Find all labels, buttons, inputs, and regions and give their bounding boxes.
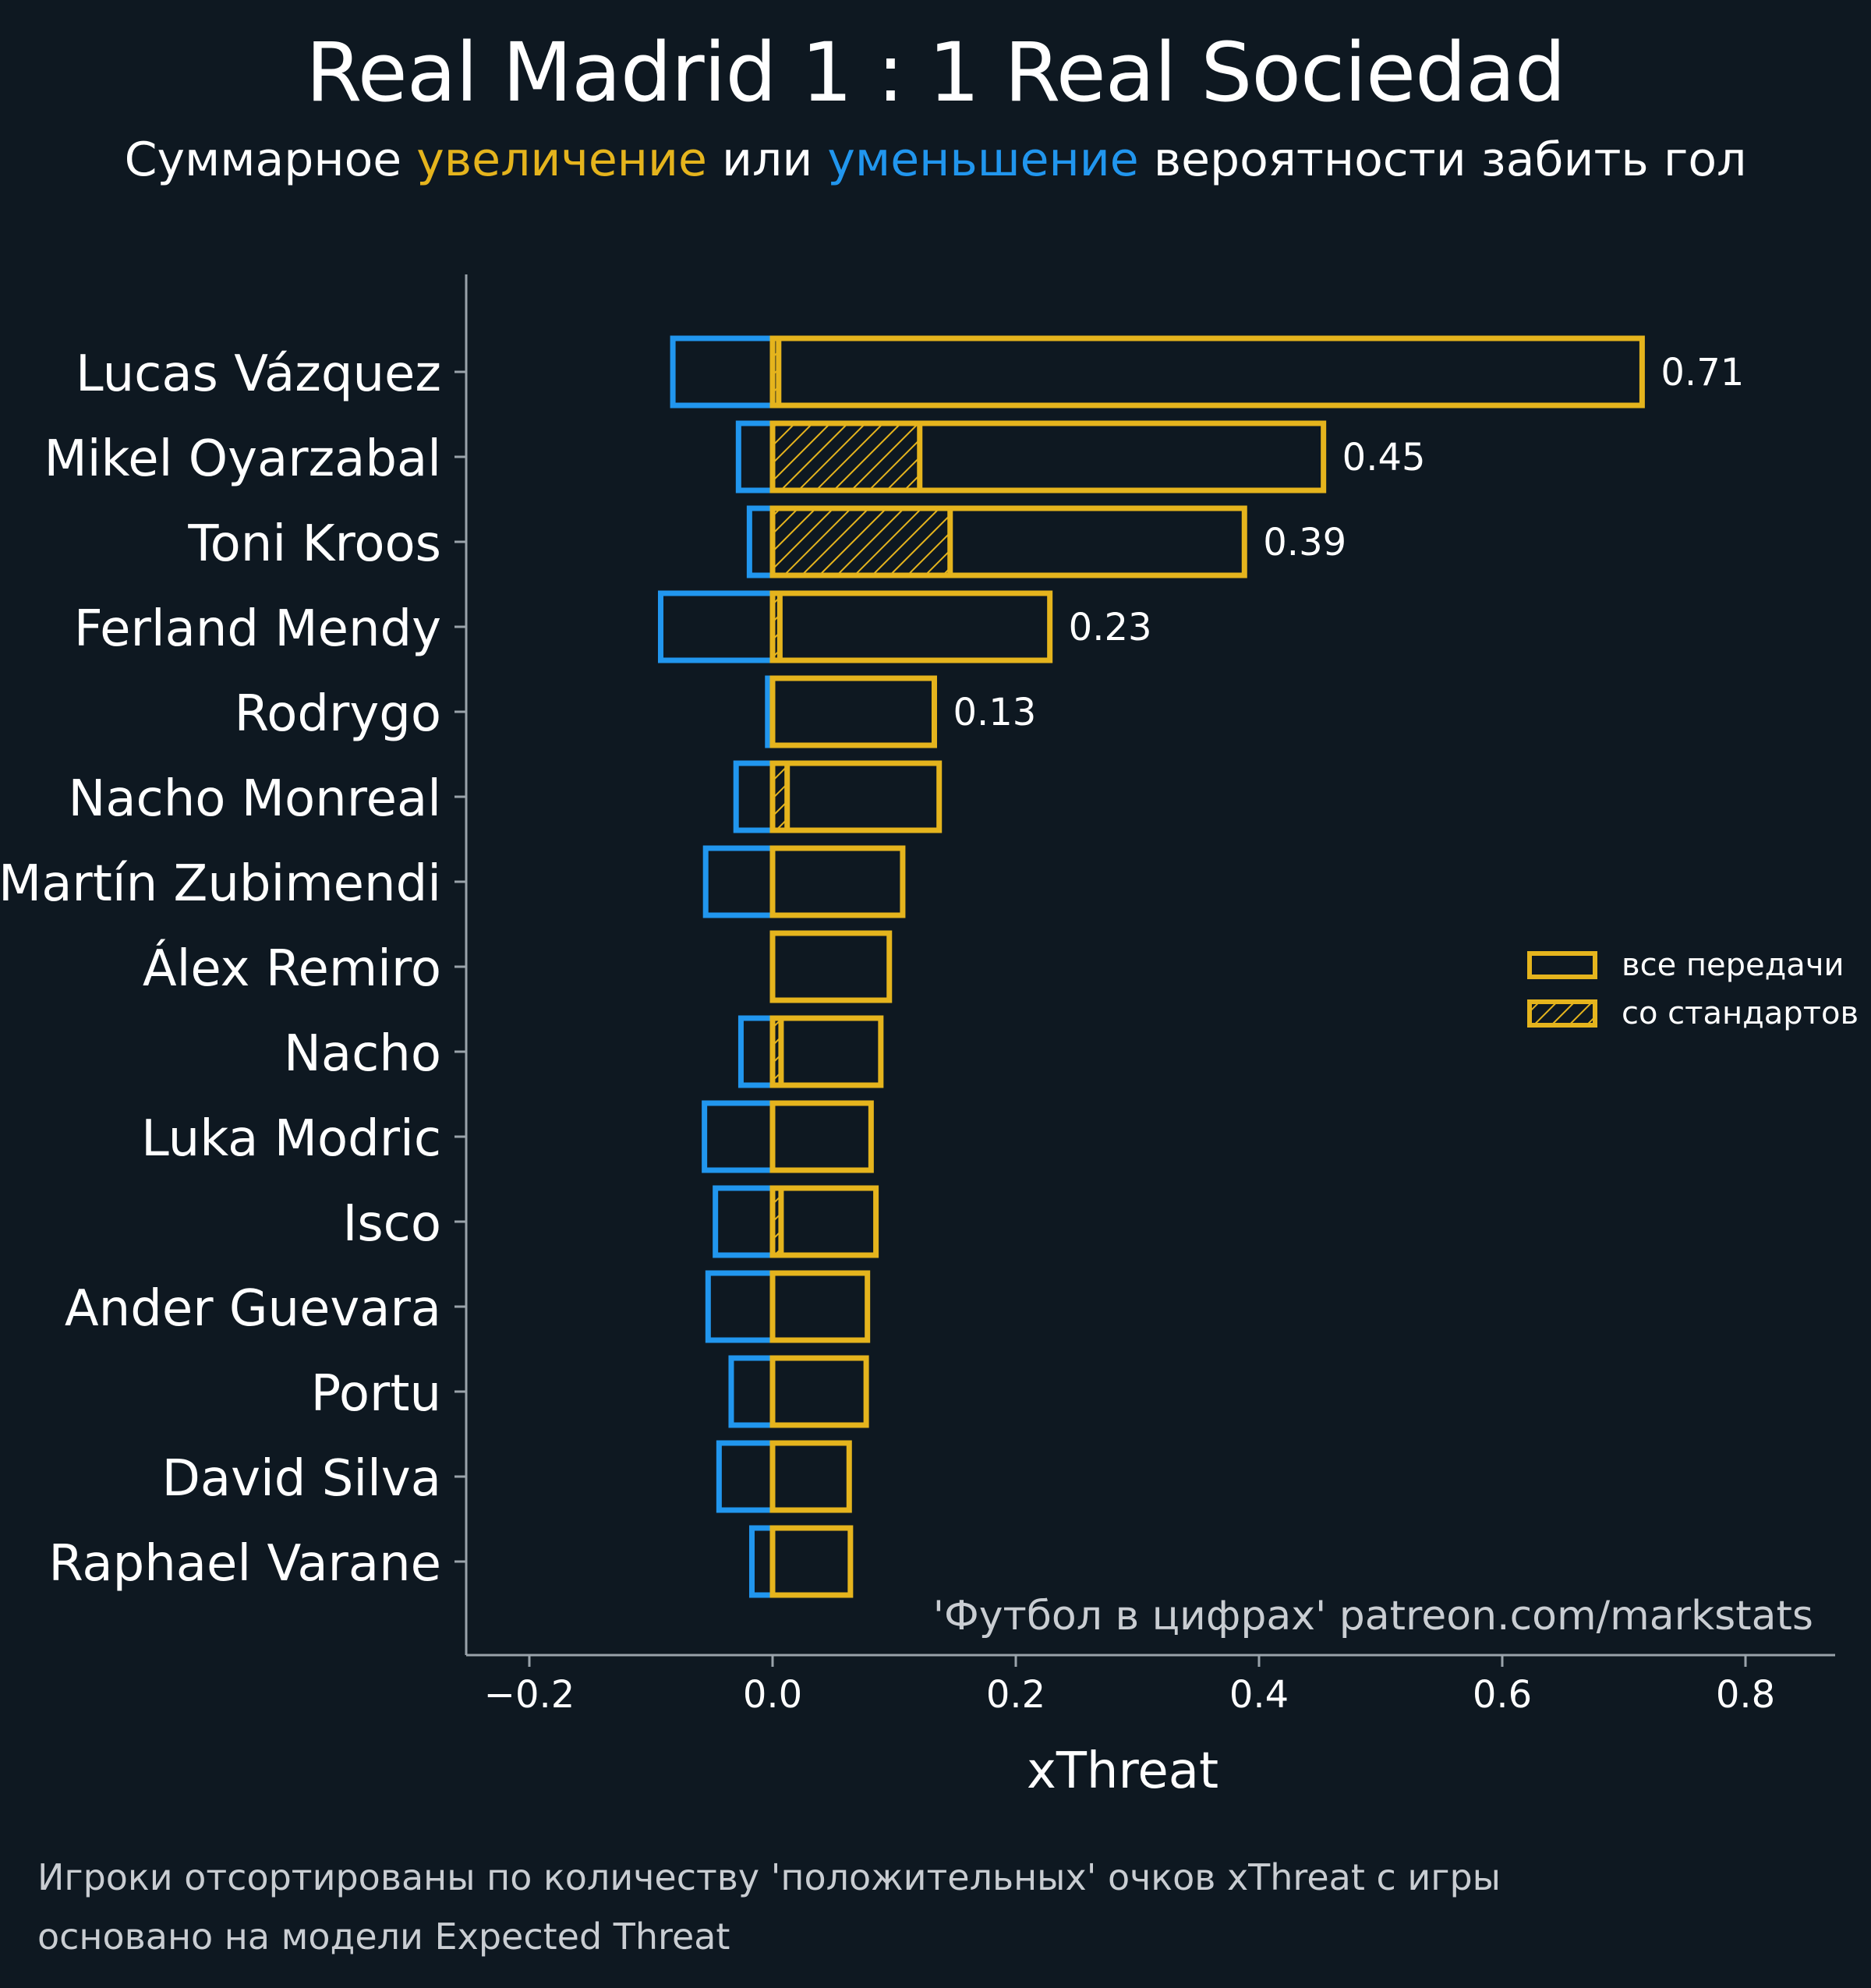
bar-positive	[769, 1440, 852, 1513]
x-tick-label: 0.6	[1473, 1673, 1532, 1717]
y-tick-label: Portu	[311, 1365, 441, 1423]
bar-positive	[769, 675, 937, 748]
labels-layer: 0.71 0.45 0.39 0.23 0.13	[953, 351, 1744, 734]
bar-set-pieces	[769, 505, 953, 578]
x-tick-label: −0.2	[484, 1673, 575, 1717]
y-tick-label: Rodrygo	[235, 685, 441, 743]
footer-line-2: основано на модели Expected Threat	[37, 1915, 730, 1958]
bars-layer	[657, 335, 1645, 1598]
y-tick-label: David Silva	[162, 1450, 441, 1508]
footer-line-1: Игроки отсортированы по количеству 'поло…	[37, 1856, 1501, 1898]
bar-set-pieces	[769, 420, 923, 493]
y-tick-label: Nacho Monreal	[68, 770, 441, 828]
legend: все передачи со стандартов	[1527, 947, 1859, 1031]
bar-positive	[769, 930, 893, 1003]
bar-positive	[769, 590, 1053, 663]
bar-positive	[769, 1525, 854, 1598]
bar-positive	[769, 760, 943, 833]
bar-value-label: 0.39	[1263, 521, 1346, 564]
chart-title: Real Madrid 1 : 1 Real Sociedad	[306, 25, 1566, 120]
bar-value-label: 0.71	[1661, 351, 1744, 394]
x-tick-label: 0.8	[1716, 1673, 1775, 1717]
legend-swatch-outline	[1527, 951, 1597, 979]
bar-negative	[733, 760, 776, 833]
y-tick-label: Ferland Mendy	[74, 600, 441, 658]
bar-value-label: 0.23	[1069, 606, 1152, 649]
bar-positive	[769, 1185, 879, 1258]
y-tick-label: Lucas Vázquez	[76, 345, 441, 403]
y-tick-label: Mikel Oyarzabal	[44, 430, 442, 488]
bar-negative	[702, 1100, 776, 1173]
bar-positive	[769, 505, 1247, 578]
bar-negative	[705, 1270, 776, 1343]
bar-positive	[769, 1355, 869, 1428]
subtitle-or: или	[722, 133, 813, 187]
x-tick-label: 0.4	[1229, 1673, 1289, 1717]
bar-value-label: 0.13	[953, 691, 1036, 734]
subtitle-decrease-word: уменьшение	[827, 133, 1139, 187]
bar-positive	[769, 1100, 874, 1173]
y-tick-label: Martín Zubimendi	[0, 855, 441, 913]
subtitle-prefix: Суммарное	[124, 133, 402, 187]
footer-notes: Игроки отсортированы по количеству 'поло…	[37, 1848, 1830, 1966]
y-tick-label: Isco	[342, 1195, 441, 1253]
bar-negative	[746, 505, 776, 578]
watermark-text: 'Футбол в цифрах' patreon.com/markstats	[933, 1593, 1813, 1640]
legend-label: все передачи	[1622, 947, 1844, 983]
bar-negative	[713, 1185, 776, 1258]
subtitle-suffix: вероятности забить гол	[1153, 133, 1747, 187]
y-tick-label: Álex Remiro	[143, 939, 441, 998]
x-tick-label: 0.2	[986, 1673, 1045, 1717]
bar-negative	[737, 1015, 776, 1088]
bar-positive	[769, 1015, 884, 1088]
x-tick-label: 0.0	[743, 1673, 802, 1717]
y-tick-label: Nacho	[284, 1025, 441, 1083]
bar-negative	[735, 420, 776, 493]
bar-negative	[702, 845, 776, 918]
y-tick-label: Raphael Varane	[48, 1535, 441, 1593]
bar-negative	[670, 335, 776, 409]
axes-layer: Lucas Vázquez Mikel Oyarzabal Toni Kroos Fe…	[0, 274, 1835, 1717]
bar-negative	[728, 1355, 776, 1428]
y-tick-label: Ander Guevara	[65, 1280, 441, 1338]
bar-positive	[769, 1270, 871, 1343]
bar-positive	[769, 420, 1327, 493]
bar-positive	[769, 335, 1645, 409]
y-tick-label: Luka Modric	[141, 1110, 441, 1168]
legend-swatch-hatched	[1527, 999, 1597, 1028]
y-tick-label: Toni Kroos	[187, 515, 441, 573]
legend-label: со стандартов	[1622, 996, 1859, 1031]
bar-positive	[769, 845, 906, 918]
chart-subtitle: Суммарное увеличение или уменьшение веро…	[0, 125, 1871, 195]
bar-negative	[716, 1440, 776, 1513]
bar-value-label: 0.45	[1342, 436, 1426, 479]
subtitle-increase-word: увеличение	[416, 133, 707, 187]
bar-negative	[748, 1525, 776, 1598]
bar-negative	[657, 590, 776, 663]
x-axis-label: xThreat	[1027, 1742, 1218, 1800]
